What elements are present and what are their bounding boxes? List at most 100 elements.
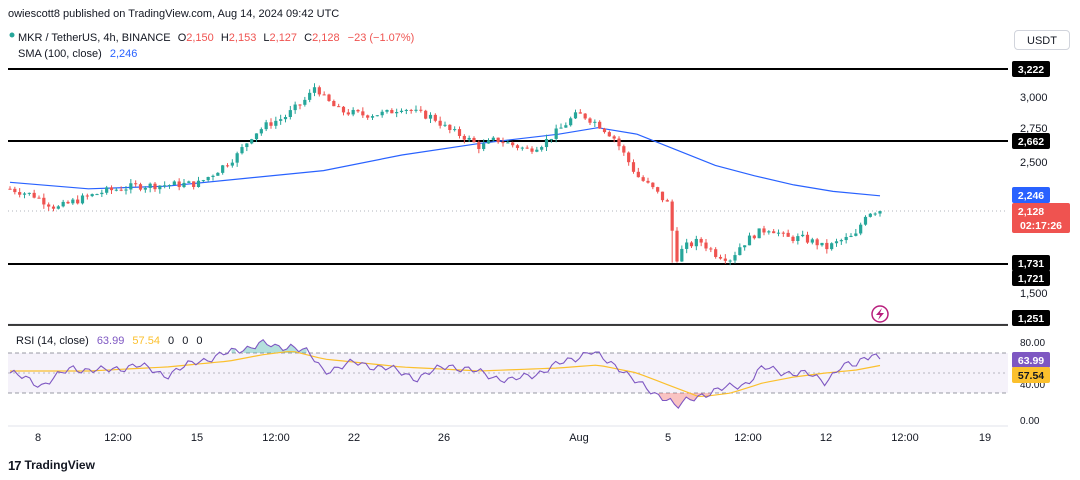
candle bbox=[694, 238, 698, 247]
symbol-legend[interactable]: MKR / TetherUS, 4h, BINANCE O2,150 H2,15… bbox=[9, 32, 415, 44]
price-pane bbox=[8, 68, 1008, 326]
svg-text:3,222: 3,222 bbox=[1018, 64, 1044, 76]
svg-text:63.99: 63.99 bbox=[1018, 355, 1044, 367]
candle bbox=[385, 109, 389, 112]
candle bbox=[486, 140, 491, 144]
rsi-axis[interactable]: 80.00 40.00 0.00 bbox=[1020, 338, 1045, 427]
candle bbox=[791, 236, 795, 241]
candle bbox=[583, 113, 587, 119]
candle bbox=[337, 106, 341, 108]
candle bbox=[863, 216, 868, 225]
candle bbox=[366, 115, 370, 118]
svg-text:2,662: 2,662 bbox=[1018, 136, 1044, 148]
last-price-box: 2,128 02:17:26 bbox=[1012, 203, 1070, 233]
candle bbox=[631, 162, 636, 172]
price-box-1721: 1,721 bbox=[1012, 270, 1050, 286]
candle bbox=[656, 187, 660, 192]
symbol-title: MKR / TetherUS, 4h, BINANCE bbox=[18, 32, 171, 44]
candle bbox=[95, 194, 99, 196]
candle bbox=[51, 206, 56, 209]
candle bbox=[646, 180, 650, 183]
candle bbox=[370, 116, 375, 118]
low-label: L bbox=[263, 32, 269, 44]
candle bbox=[627, 152, 631, 163]
candle bbox=[491, 137, 495, 141]
candle bbox=[477, 142, 481, 150]
candle bbox=[424, 110, 428, 119]
sma-value-box: 2,246 bbox=[1012, 187, 1050, 203]
candle bbox=[685, 242, 689, 249]
candle bbox=[772, 231, 776, 234]
candle bbox=[76, 199, 80, 204]
candle bbox=[259, 129, 263, 134]
candle bbox=[854, 233, 858, 236]
time-tick-1200-c: 12:00 bbox=[734, 432, 762, 444]
candle bbox=[182, 182, 186, 188]
candle bbox=[839, 240, 843, 242]
candle bbox=[283, 116, 288, 120]
candle bbox=[578, 112, 582, 114]
candle bbox=[206, 176, 210, 181]
svg-text:2,246: 2,246 bbox=[1018, 190, 1044, 202]
candle bbox=[743, 245, 747, 248]
sma-legend-value: 2,246 bbox=[110, 48, 138, 60]
candle bbox=[143, 187, 147, 190]
candle bbox=[762, 228, 766, 233]
rsi-legend-label: RSI (14, close) bbox=[16, 335, 89, 347]
candle bbox=[351, 109, 355, 115]
candle bbox=[825, 242, 829, 250]
candle bbox=[172, 181, 176, 185]
candle bbox=[501, 142, 505, 144]
candle bbox=[409, 109, 413, 111]
candle bbox=[109, 187, 114, 191]
low-value: 2,127 bbox=[270, 32, 298, 44]
time-tick-12: 12 bbox=[820, 432, 832, 444]
high-value: 2,153 bbox=[229, 32, 257, 44]
candle bbox=[868, 213, 872, 217]
tradingview-logo[interactable]: 17 TradingView bbox=[8, 456, 95, 474]
candle bbox=[22, 193, 27, 195]
rsi-legend[interactable]: RSI (14, close) 63.99 57.54 0 0 0 bbox=[16, 335, 203, 347]
candle bbox=[269, 122, 273, 126]
price-box-1731: 1,731 bbox=[1012, 255, 1050, 271]
candle bbox=[47, 204, 51, 207]
candle bbox=[216, 172, 220, 176]
candle bbox=[288, 110, 292, 117]
candle bbox=[163, 185, 167, 187]
candle bbox=[515, 145, 520, 149]
price-axis[interactable]: 3,000 2,750 2,500 1,500 bbox=[1020, 92, 1048, 300]
candle bbox=[18, 192, 22, 195]
time-tick-19: 19 bbox=[979, 432, 991, 444]
candle bbox=[240, 147, 244, 154]
candle bbox=[636, 171, 640, 178]
candle bbox=[356, 109, 360, 112]
candle bbox=[274, 120, 278, 126]
close-value: 2,128 bbox=[312, 32, 340, 44]
candle bbox=[873, 213, 877, 215]
candle bbox=[293, 104, 297, 111]
candle bbox=[414, 109, 418, 111]
candle bbox=[834, 241, 839, 244]
candle bbox=[8, 188, 12, 190]
svg-text:1,731: 1,731 bbox=[1018, 258, 1044, 270]
candle bbox=[375, 115, 379, 117]
sma-legend[interactable]: SMA (100, close) 2,246 bbox=[18, 48, 137, 60]
candle bbox=[699, 238, 703, 243]
candle bbox=[680, 248, 684, 262]
lightning-icon[interactable] bbox=[871, 305, 889, 323]
candle bbox=[520, 147, 524, 149]
currency-button[interactable]: USDT bbox=[1014, 30, 1070, 50]
candle bbox=[395, 111, 399, 114]
candle bbox=[201, 180, 205, 182]
rsi-legend-value: 63.99 bbox=[97, 335, 125, 347]
candle bbox=[80, 195, 85, 204]
candle bbox=[13, 188, 17, 193]
price-tick-1500: 1,500 bbox=[1020, 288, 1048, 300]
candle bbox=[32, 192, 36, 198]
candle bbox=[254, 133, 259, 140]
candle bbox=[641, 177, 645, 181]
time-axis[interactable]: 8 12:00 15 12:00 22 26 Aug 5 12:00 12 12… bbox=[35, 432, 991, 444]
candle bbox=[177, 181, 181, 188]
publisher-line: owiescott8 published on TradingView.com,… bbox=[8, 8, 339, 20]
candle bbox=[549, 138, 553, 140]
